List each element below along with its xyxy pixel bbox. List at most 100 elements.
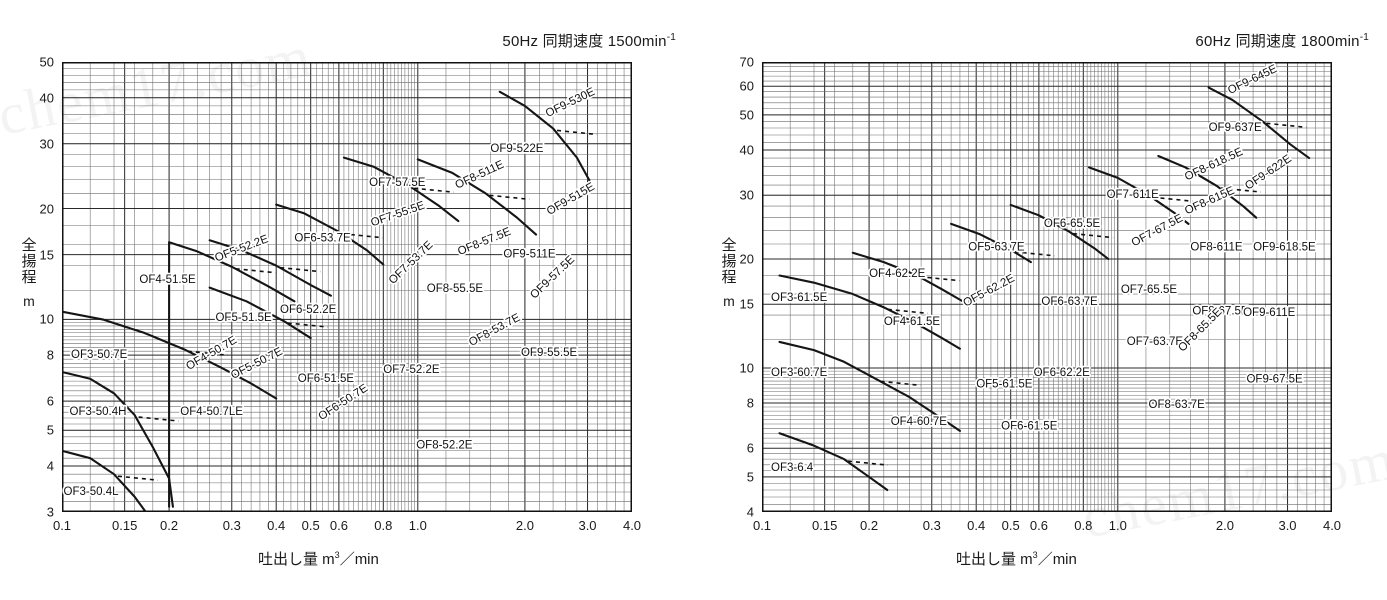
y-tick-40: 40	[39, 90, 54, 106]
curve-OF5-51.5E	[208, 286, 312, 340]
x-tick-0.8: 0.8	[374, 518, 393, 533]
curve-OF3-60.7E	[778, 340, 961, 432]
model-label-halo: OF3-50.4H	[70, 406, 127, 418]
x-tick-2.0: 2.0	[1215, 518, 1234, 533]
model-label-text: OF9-515E	[545, 181, 597, 218]
x-tick-0.6: 0.6	[1029, 518, 1048, 533]
curve-OF3-61.5E	[778, 274, 961, 350]
curve-OF4-50.7E	[168, 241, 296, 303]
curve-OF5-63.7E	[950, 222, 1032, 264]
x-tick-4.0: 4.0	[1322, 518, 1342, 533]
x-tick-4.0: 4.0	[622, 518, 642, 533]
model-label-text: OF8-611E	[1190, 242, 1243, 254]
x-axis-title-60hz: 吐出し量 m3／min	[956, 548, 1077, 569]
model-label-halo: OF6-61.5E	[1001, 420, 1058, 432]
panel-60hz-title-sup: -1	[1359, 32, 1369, 43]
curve-OF9-645E	[1207, 86, 1311, 160]
model-label-halo: OF5-51.5E	[215, 312, 272, 324]
plot-area-50hz[interactable]: OF9-530E OF9-530E OF9-522E OF9-522E OF7-57.5…	[40, 55, 642, 534]
model-label-text: OF7-57.5E	[369, 177, 426, 189]
x-tick-3.0: 3.0	[1278, 518, 1297, 533]
model-label-halo: OF6-52.2E	[280, 304, 337, 316]
grid-lines	[62, 62, 632, 512]
y-tick-4: 4	[46, 458, 54, 474]
model-label-halo: OF4-60.7E	[891, 416, 948, 428]
y-tick-50: 50	[739, 107, 754, 123]
model-label-text: OF9-645E	[1226, 63, 1279, 97]
model-label-text: OF9-530E	[544, 86, 597, 120]
x-tick-2.0: 2.0	[515, 518, 534, 533]
iso-dash	[342, 232, 383, 239]
iso-dash	[1266, 122, 1307, 129]
iso-dash	[235, 267, 276, 274]
model-label-text: OF3-50.4L	[64, 486, 120, 498]
x-tick-0.1: 0.1	[52, 518, 72, 533]
y-tick-8: 8	[746, 395, 754, 411]
y-axis-title-text-50hz: 全揚程	[21, 237, 37, 287]
model-label-halo: OF5-61.5E	[976, 379, 1033, 391]
panel-60hz-title-text: 60Hz 同期速度 1800min	[1195, 33, 1360, 50]
model-label-halo: OF9-55.5E	[521, 347, 578, 359]
model-label-halo: OF6-63.7E	[1041, 296, 1098, 308]
x-tick-0.2: 0.2	[860, 518, 879, 533]
x-tick-0.8: 0.8	[1074, 518, 1093, 533]
model-label-halo: OF3-6.4	[771, 462, 814, 474]
model-label-halo: OF9-67.5E	[1246, 373, 1303, 385]
dashed-iso-lines	[117, 129, 598, 481]
iso-dash	[489, 194, 530, 201]
plot-area-60hz[interactable]: OF9-645E OF9-645E OF9-637E OF9-637E OF8-618.…	[740, 55, 1342, 534]
panel-50hz: 50Hz 同期速度 1500min-1 全揚程 m OF9-530E OF9-53…	[21, 32, 675, 568]
iso-dash	[138, 416, 179, 422]
curve-OF8-511E	[416, 158, 538, 236]
x-tick-0.1: 0.1	[752, 518, 772, 533]
model-label-text: OF9-67.5E	[1246, 373, 1303, 385]
model-label-halo: OF4-62.2E	[869, 268, 926, 280]
